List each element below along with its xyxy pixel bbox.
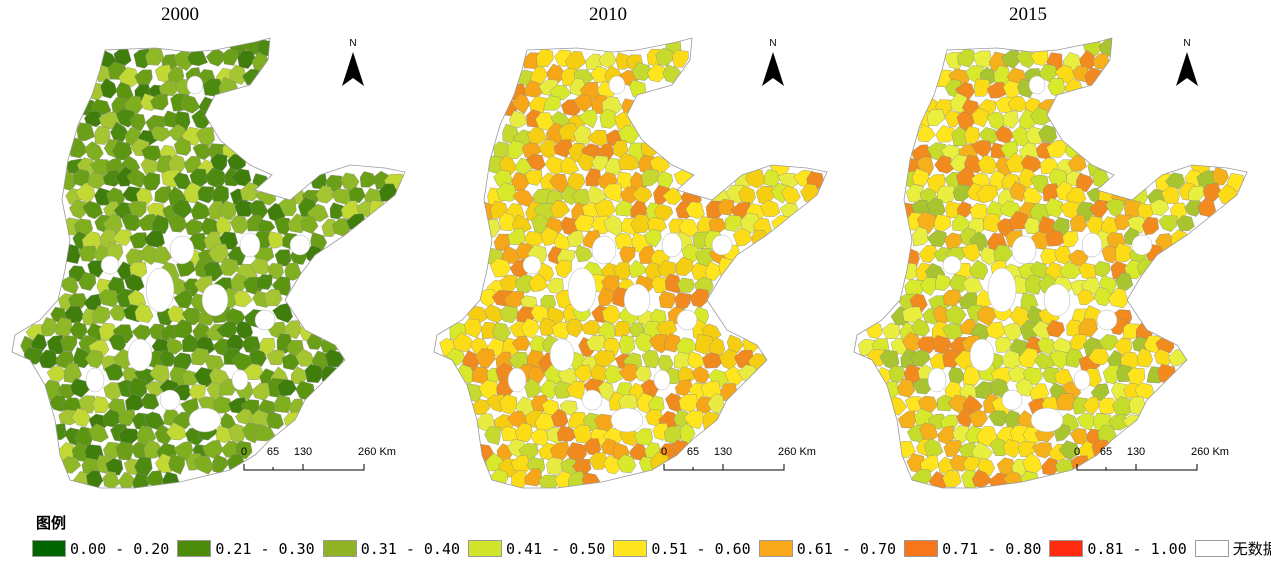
legend-swatch [758,540,793,557]
legend-swatch [177,540,212,557]
legend-label: 0.21 - 0.30 [215,539,315,558]
legend-item: 0.21 - 0.30 [177,539,315,558]
map-outline [853,37,1248,489]
north-label: N [769,38,777,49]
legend-item: 0.51 - 0.60 [613,539,751,558]
scale-bar: 0 65 130 260 Km [660,446,842,486]
map-panel-2015: 2015 N 0 65 130 260 Km [842,0,1262,500]
choropleth-map [433,37,828,489]
legend-item: 0.00 - 0.20 [32,540,169,558]
scale-tick-label: 0 [1073,446,1081,458]
scale-tick-label: 260 Km [778,446,816,458]
legend-items: 0.00 - 0.20 0.21 - 0.30 0.31 - 0.40 0.41… [32,538,1271,559]
legend-label: 无数据 [1232,540,1271,558]
north-arrow-icon [762,52,784,86]
map-title: 2010 [589,4,627,25]
scale-bar-line [663,464,785,471]
north-label: N [1183,38,1191,49]
legend-item: 0.71 - 0.80 [904,540,1041,558]
north-arrow: N [758,38,788,90]
legend-swatch [32,540,66,557]
legend-label: 0.71 - 0.80 [942,539,1042,558]
scale-tick-label: 130 [293,446,313,458]
legend: 图例 0.00 - 0.20 0.21 - 0.30 0.31 - 0.40 0… [32,512,1271,570]
map-regions [439,38,825,488]
legend-label: 0.41 - 0.50 [506,539,606,558]
legend-swatch [322,540,357,557]
legend-label: 0.51 - 0.60 [651,539,751,558]
legend-title: 图例 [36,514,67,532]
legend-label: 0.31 - 0.40 [360,539,461,558]
north-label: N [349,38,357,49]
scale-tick-label: 0 [240,446,248,458]
legend-item: 无数据 [1194,538,1271,559]
legend-swatch [613,540,648,557]
scale-bar: 0 65 130 260 Km [1073,446,1255,486]
choropleth-map [11,37,406,489]
legend-item: 0.41 - 0.50 [468,540,605,558]
scale-tick-label: 65 [266,446,280,458]
legend-swatch [904,540,939,557]
north-arrow-icon [342,52,364,86]
scale-bar-line [1076,464,1198,471]
legend-label: 0.00 - 0.20 [70,539,170,558]
map-panel-2010: 2010 N 0 65 130 260 Km [422,0,842,500]
legend-swatch [1194,540,1229,557]
legend-swatch [1049,540,1084,557]
map-outline [433,37,828,489]
scale-tick-label: 0 [660,446,668,458]
scale-tick-label: 130 [713,446,733,458]
north-arrow: N [1172,38,1202,90]
scale-tick-label: 65 [1099,446,1113,458]
scale-tick-label: 130 [1126,446,1146,458]
north-arrow: N [338,38,368,90]
map-outline [11,37,406,489]
scale-bar-line [243,464,365,471]
legend-label: 0.81 - 1.00 [1087,539,1187,558]
north-arrow-icon [1176,52,1198,86]
legend-item: 0.31 - 0.40 [322,539,461,558]
map-title: 2000 [161,4,199,25]
scale-tick-label: 65 [686,446,700,458]
map-panel-2000: 2000 N 0 65 130 260 Km [0,0,420,500]
choropleth-map [853,37,1248,489]
legend-item: 0.81 - 1.00 [1049,539,1187,558]
legend-swatch [468,540,503,557]
legend-label: 0.61 - 0.70 [796,539,897,558]
scale-tick-label: 260 Km [358,446,396,458]
legend-item: 0.61 - 0.70 [758,539,897,558]
map-regions [858,38,1244,488]
map-regions [20,38,405,488]
map-title: 2015 [1009,4,1047,25]
scale-bar: 0 65 130 260 Km [240,446,422,486]
scale-tick-label: 260 Km [1191,446,1229,458]
